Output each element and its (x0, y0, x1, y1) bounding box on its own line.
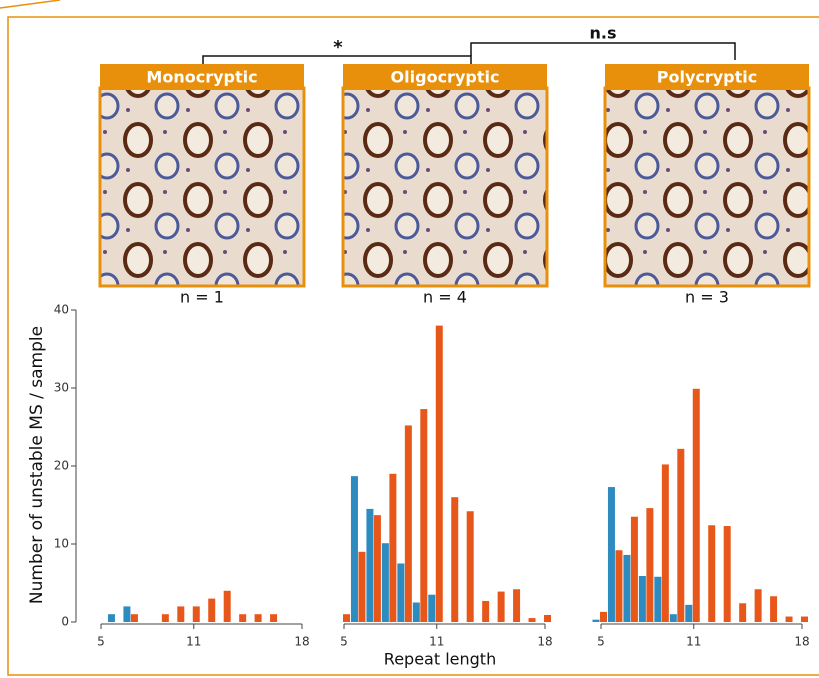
bar (708, 525, 716, 622)
bar (669, 614, 677, 622)
y-tick-label: 0 (61, 615, 69, 629)
bar (239, 614, 247, 622)
bar (270, 614, 278, 622)
bar (161, 614, 169, 622)
comparison-label: * (333, 37, 343, 58)
y-tick-label: 40 (54, 303, 69, 317)
panel-title: Oligocryptic (391, 68, 500, 87)
bar (528, 618, 536, 622)
bar (497, 591, 505, 622)
bar (177, 606, 185, 622)
bar (451, 497, 459, 622)
bar (623, 554, 631, 622)
bar (600, 611, 607, 622)
bar (404, 425, 412, 622)
bar (130, 614, 138, 622)
micrograph (603, 86, 811, 288)
panel-header (100, 64, 304, 90)
bar (358, 551, 366, 622)
bar (677, 448, 685, 622)
bar (343, 614, 350, 622)
x-tick-label: 18 (537, 635, 552, 649)
x-tick-label: 5 (97, 635, 105, 649)
bar (366, 508, 374, 622)
bar (420, 409, 428, 622)
bar (785, 616, 793, 622)
panel-subtitle: n = 3 (685, 288, 729, 307)
bar (482, 600, 490, 622)
bar (646, 508, 654, 622)
bar (435, 325, 443, 622)
bar (513, 589, 521, 622)
panel-header (605, 64, 809, 90)
bar (615, 550, 623, 622)
y-tick-label: 20 (54, 459, 69, 473)
bar (638, 575, 646, 622)
y-tick-label: 10 (54, 537, 69, 551)
significance-brackets (202, 42, 736, 64)
bar (254, 614, 262, 622)
x-tick-label: 5 (340, 635, 348, 649)
y-axis-label: Number of unstable MS / sample (27, 326, 47, 604)
bar (192, 606, 200, 622)
x-tick-label: 11 (186, 635, 201, 649)
bar (223, 590, 231, 622)
bar (754, 589, 762, 622)
panel-title: Monocryptic (146, 68, 257, 87)
bar (123, 606, 131, 622)
bar (373, 515, 381, 622)
bar (801, 616, 808, 622)
bar (685, 604, 693, 622)
x-axis-label: Repeat length (384, 650, 496, 669)
x-tick-label: 11 (686, 635, 701, 649)
bar (544, 614, 551, 622)
bar (692, 388, 700, 622)
bar (428, 594, 436, 622)
bar (654, 576, 662, 622)
bar (607, 487, 615, 622)
bar (466, 511, 474, 622)
panel-subtitle: n = 1 (180, 288, 224, 307)
bar (389, 473, 397, 622)
micrograph (341, 86, 549, 288)
bar (770, 596, 778, 622)
bar (350, 476, 358, 622)
x-tick-label: 18 (294, 635, 309, 649)
bar (381, 543, 389, 622)
x-tick-label: 18 (794, 635, 809, 649)
y-tick-label: 30 (54, 381, 69, 395)
bar (397, 563, 405, 622)
x-tick-label: 5 (597, 635, 605, 649)
bar (107, 614, 115, 622)
bar (208, 598, 216, 622)
bar (412, 602, 420, 622)
bar (661, 464, 669, 622)
micrograph (98, 86, 306, 288)
bar (592, 619, 600, 622)
panel-title: Polycryptic (657, 68, 758, 87)
bar (630, 516, 638, 622)
bar (723, 526, 731, 622)
panel-subtitle: n = 4 (423, 288, 467, 307)
bar (739, 603, 747, 622)
panel-header (343, 64, 547, 90)
x-tick-label: 11 (429, 635, 444, 649)
comparison-label: n.s (590, 24, 617, 43)
